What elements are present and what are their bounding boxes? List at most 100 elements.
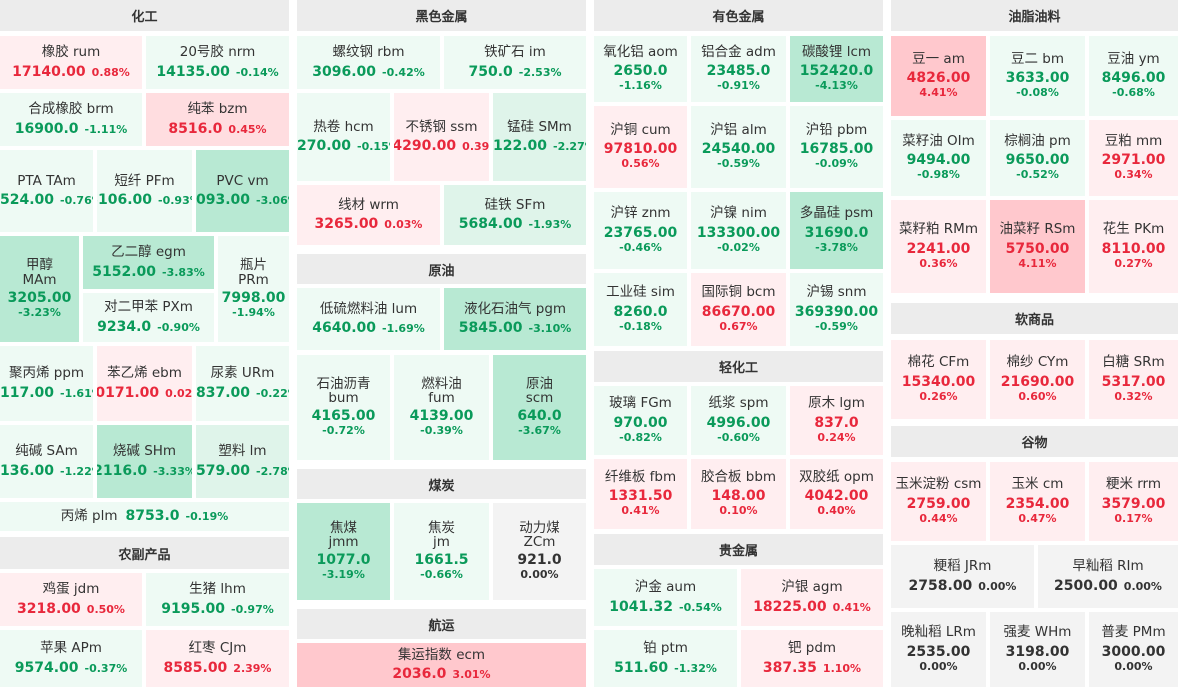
quote-tile-nim[interactable]: 沪镍 nim 133300.00 -0.02% [691, 192, 786, 269]
quote-tile-wrm[interactable]: 线材 wrm 3265.00 0.03% [297, 185, 440, 245]
quote-tile-plm[interactable]: 丙烯 plm 8753.0 -0.19% [0, 502, 289, 531]
quote-tile-pfm[interactable]: 短纤 PFm 8106.00 -0.93% [97, 150, 192, 232]
quote-tile-lgm[interactable]: 原木 lgm 837.0 0.24% [790, 386, 883, 455]
quote-tile-snm[interactable]: 沪锡 snm 369390.00 -0.59% [790, 273, 883, 346]
quote-tile-pm[interactable]: 棕榈油 pm 9650.00 -0.52% [990, 120, 1085, 196]
quote-values: 5093.00 -3.06% [196, 192, 289, 208]
quote-tile-rmm[interactable]: 菜籽粕 RMm 2241.00 0.36% [891, 200, 986, 293]
quote-tile-spm[interactable]: 纸浆 spm 4996.00 -0.60% [691, 386, 786, 455]
quote-tile-am[interactable]: 豆一 am 4826.00 4.41% [891, 36, 986, 116]
quote-tile-cjm[interactable]: 红枣 CJm 8585.00 2.39% [146, 630, 289, 687]
contract-name: 动力煤 [519, 519, 560, 536]
quote-tile-ppm[interactable]: 聚丙烯 ppm 9117.00 -1.61% [0, 346, 93, 421]
quote-tile-agm[interactable]: 沪银 agm 18225.00 0.41% [741, 569, 883, 626]
quote-tile-oim[interactable]: 菜籽油 OIm 9494.00 -0.98% [891, 120, 986, 196]
contract-name: 热卷 hcm [313, 118, 374, 135]
quote-tile-prm[interactable]: 瓶片 PRm 7998.00 -1.94% [218, 236, 289, 342]
quote-tile-cum[interactable]: 沪铜 cum 97810.00 0.56% [594, 106, 687, 188]
quote-tile-sam[interactable]: 纯碱 SAm 1136.00 -1.22% [0, 425, 93, 498]
last-price: 9494.00 [906, 152, 971, 169]
quote-tile-sfm[interactable]: 硅铁 SFm 5684.00 -1.93% [444, 185, 586, 245]
quote-tile-im[interactable]: 铁矿石 im 750.0 -2.53% [444, 36, 586, 89]
last-price: 16900.0 [14, 120, 79, 137]
change-percent: -0.08% [1016, 86, 1059, 100]
contract-name: 油菜籽 RSm [999, 221, 1076, 238]
quote-tile-lhm[interactable]: 生猪 lhm 9195.00 -0.97% [146, 573, 289, 626]
quote-values: 21690.00 0.60% [1001, 374, 1075, 404]
quote-tile-psm[interactable]: 多晶硅 psm 31690.0 -3.78% [790, 192, 883, 269]
quote-tile-bm[interactable]: 豆二 bm 3633.00 -0.08% [990, 36, 1085, 116]
quote-tile-smm[interactable]: 锰硅 SMm 6122.00 -2.27% [493, 93, 586, 181]
quote-tile-egm[interactable]: 乙二醇 egm 5152.00 -3.83% [83, 236, 214, 289]
quote-tile-whm[interactable]: 强麦 WHm 3198.00 0.00% [990, 612, 1085, 687]
quote-tile-pdm[interactable]: 钯 pdm 387.35 1.10% [741, 630, 883, 687]
quote-tile-bcm[interactable]: 国际铜 bcm 86670.00 0.67% [691, 273, 786, 346]
quote-tile-lrm[interactable]: 晚籼稻 LRm 2535.00 0.00% [891, 612, 986, 687]
quote-tile-ssm[interactable]: 不锈钢 ssm 14290.00 0.39% [394, 93, 489, 181]
quote-tile-hcm[interactable]: 热卷 hcm 3270.00 -0.15% [297, 93, 390, 181]
quote-tile-ptm[interactable]: 铂 ptm 511.60 -1.32% [594, 630, 737, 687]
quote-tile-aom[interactable]: 氧化铝 aom 2650.0 -1.16% [594, 36, 687, 102]
quote-tile-nrm[interactable]: 20号胶 nrm 14135.00 -0.14% [146, 36, 289, 89]
quote-tile-srm[interactable]: 白糖 SRm 5317.00 0.32% [1089, 340, 1178, 419]
quote-tile-cfm[interactable]: 棉花 CFm 15340.00 0.26% [891, 340, 986, 419]
quote-tile-opm[interactable]: 双胶纸 opm 4042.00 0.40% [790, 459, 883, 529]
last-price: 86670.00 [701, 303, 776, 320]
quote-tile-apm[interactable]: 苹果 APm 9574.00 -0.37% [0, 630, 142, 687]
contract-name: 燃料油 [421, 375, 462, 392]
change-percent: 1.10% [822, 661, 862, 675]
quote-tile-jdm[interactable]: 鸡蛋 jdm 3218.00 0.50% [0, 573, 142, 626]
quote-tile-sim[interactable]: 工业硅 sim 8260.0 -0.18% [594, 273, 687, 346]
quote-tile-shm[interactable]: 烧碱 SHm 2116.0 -3.33% [97, 425, 192, 498]
contract-name: 沪铅 pbm [805, 121, 868, 138]
quote-tile-jm[interactable]: 焦炭 jm 1661.5 -0.66% [394, 503, 489, 600]
quote-tile-urm[interactable]: 尿素 URm 1837.00 -0.22% [196, 346, 289, 421]
change-percent: -0.18% [619, 319, 662, 333]
quote-tile-alm[interactable]: 沪铝 alm 24540.00 -0.59% [691, 106, 786, 188]
quote-tile-brm[interactable]: 合成橡胶 brm 16900.0 -1.11% [0, 93, 142, 146]
quote-tile-jrm[interactable]: 粳稻 JRm 2758.00 0.00% [891, 545, 1034, 608]
quote-tile-cym[interactable]: 棉纱 CYm 21690.00 0.60% [990, 340, 1085, 419]
quote-tile-fum[interactable]: 燃料油 fum 4139.00 -0.39% [394, 355, 489, 460]
quote-tile-ym[interactable]: 豆油 ym 8496.00 -0.68% [1089, 36, 1178, 116]
quote-tile-scm[interactable]: 原油 scm 640.0 -3.67% [493, 355, 586, 460]
quote-values: 24540.00 -0.59% [702, 141, 776, 171]
quote-tile-fgm[interactable]: 玻璃 FGm 970.00 -0.82% [594, 386, 687, 455]
quote-tile-pmm[interactable]: 普麦 PMm 3000.00 0.00% [1089, 612, 1178, 687]
quote-tile-bzm[interactable]: 纯苯 bzm 8516.0 0.45% [146, 93, 289, 146]
contract-name: 苯乙烯 ebm [107, 365, 182, 382]
quote-tile-lcm[interactable]: 碳酸锂 lcm 152420.0 -4.13% [790, 36, 883, 102]
quote-tile-pbm[interactable]: 沪铅 pbm 16785.00 -0.09% [790, 106, 883, 188]
quote-tile-mam[interactable]: 甲醇 MAm 3205.00 -3.23% [0, 236, 79, 342]
quote-tile-bum[interactable]: 石油沥青 bum 4165.00 -0.72% [297, 355, 390, 460]
quote-tile-adm[interactable]: 铝合金 adm 23485.0 -0.91% [691, 36, 786, 102]
contract-name: 工业硅 sim [606, 284, 675, 301]
quote-tile-lm[interactable]: 塑料 lm 8579.00 -2.78% [196, 425, 289, 498]
last-price: 8579.00 [196, 462, 251, 479]
quote-tile-jmm[interactable]: 焦煤 jmm 1077.0 -3.19% [297, 503, 390, 600]
quote-tile-zcm[interactable]: 动力煤 ZCm 921.0 0.00% [493, 503, 586, 600]
quote-tile-pkm[interactable]: 花生 PKm 8110.00 0.27% [1089, 200, 1178, 293]
quote-values: 3265.00 0.03% [315, 216, 423, 232]
quote-tile-mm[interactable]: 豆粕 mm 2971.00 0.34% [1089, 120, 1178, 196]
quote-tile-rrm[interactable]: 粳米 rrm 3579.00 0.17% [1089, 462, 1178, 541]
quote-tile-fbm[interactable]: 纤维板 fbm 1331.50 0.41% [594, 459, 687, 529]
quote-tile-rum[interactable]: 橡胶 rum 17140.00 0.88% [0, 36, 142, 89]
quote-tile-pgm[interactable]: 液化石油气 pgm 5845.00 -3.10% [444, 288, 586, 350]
quote-tile-lum[interactable]: 低硫燃料油 lum 4640.00 -1.69% [297, 288, 440, 350]
quote-tile-ebm[interactable]: 苯乙烯 ebm 10171.00 0.02% [97, 346, 192, 421]
quote-tile-pxm[interactable]: 对二甲苯 PXm 9234.0 -0.90% [83, 293, 214, 342]
change-percent: -1.61% [60, 386, 93, 400]
quote-tile-tam[interactable]: PTA TAm 6524.00 -0.76% [0, 150, 93, 232]
quote-tile-bbm[interactable]: 胶合板 bbm 148.00 0.10% [691, 459, 786, 529]
quote-tile-rsm[interactable]: 油菜籽 RSm 5750.00 4.11% [990, 200, 1085, 293]
quote-values: 3000.00 0.00% [1102, 644, 1166, 674]
quote-tile-rbm[interactable]: 螺纹钢 rbm 3096.00 -0.42% [297, 36, 440, 89]
quote-tile-znm[interactable]: 沪锌 znm 23765.00 -0.46% [594, 192, 687, 269]
quote-tile-ecm[interactable]: 集运指数 ecm 2036.0 3.01% [297, 643, 586, 687]
quote-tile-cm[interactable]: 玉米 cm 2354.00 0.47% [990, 462, 1085, 541]
quote-tile-csm[interactable]: 玉米淀粉 csm 2759.00 0.44% [891, 462, 986, 541]
quote-tile-aum[interactable]: 沪金 aum 1041.32 -0.54% [594, 569, 737, 626]
quote-tile-vm[interactable]: PVC vm 5093.00 -3.06% [196, 150, 289, 232]
quote-tile-rim[interactable]: 早籼稻 RIm 2500.00 0.00% [1038, 545, 1178, 608]
